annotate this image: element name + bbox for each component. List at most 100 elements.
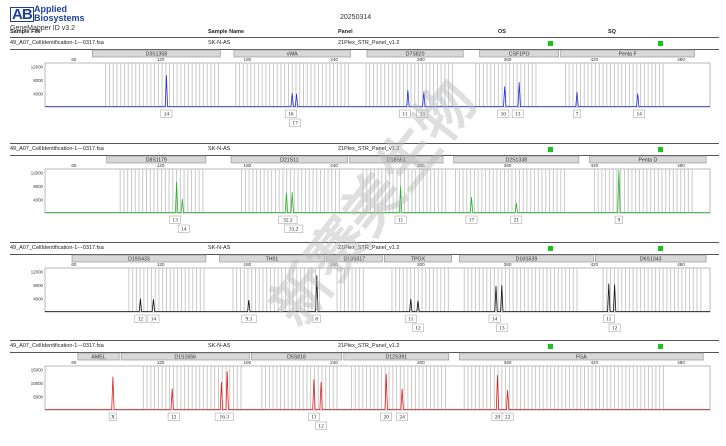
allele-call-box[interactable] bbox=[404, 314, 417, 323]
locus-marker[interactable]: D19S433 bbox=[71, 254, 207, 263]
allele-call-box[interactable] bbox=[510, 215, 523, 224]
allele-call[interactable]: 17 bbox=[289, 118, 301, 127]
allele-call-box[interactable] bbox=[315, 421, 327, 430]
locus-marker[interactable]: TH01 bbox=[219, 254, 325, 263]
allele-call-box[interactable] bbox=[396, 412, 408, 421]
allele-call[interactable]: 14 bbox=[633, 109, 646, 118]
allele-call[interactable]: 8 bbox=[312, 314, 321, 323]
locus-box[interactable] bbox=[589, 155, 707, 164]
allele-call[interactable]: 17 bbox=[465, 215, 478, 224]
locus-box[interactable] bbox=[77, 352, 120, 361]
locus-marker[interactable]: D7S820 bbox=[366, 49, 464, 58]
locus-box[interactable] bbox=[349, 155, 444, 164]
locus-marker[interactable]: TPOX bbox=[383, 254, 452, 263]
allele-call-box[interactable] bbox=[284, 224, 304, 233]
locus-marker[interactable]: D6S1043 bbox=[595, 254, 707, 262]
allele-call-box[interactable] bbox=[465, 215, 478, 224]
allele-call-box[interactable] bbox=[241, 314, 257, 323]
locus-marker[interactable]: CSF1PO bbox=[479, 49, 559, 58]
locus-marker[interactable]: Penta F bbox=[560, 49, 695, 58]
allele-call[interactable]: 9 bbox=[614, 215, 623, 224]
locus-box[interactable] bbox=[459, 352, 704, 361]
allele-call[interactable]: 21 bbox=[510, 215, 523, 224]
locus-box[interactable] bbox=[343, 352, 450, 361]
allele-call[interactable]: 11 bbox=[394, 215, 407, 224]
allele-call[interactable]: 13 bbox=[169, 215, 181, 224]
allele-call-box[interactable] bbox=[284, 109, 297, 118]
allele-call[interactable]: 13 bbox=[511, 109, 524, 118]
allele-call[interactable]: 7 bbox=[572, 109, 582, 118]
allele-call[interactable]: 11 bbox=[399, 109, 411, 118]
locus-box[interactable] bbox=[366, 49, 464, 58]
allele-call-box[interactable] bbox=[308, 412, 320, 421]
allele-call[interactable]: 12 bbox=[315, 421, 327, 430]
allele-call[interactable]: 14 bbox=[488, 314, 501, 323]
allele-call-box[interactable] bbox=[614, 215, 623, 224]
allele-call-box[interactable] bbox=[394, 215, 407, 224]
allele-call[interactable]: 22 bbox=[501, 412, 514, 421]
locus-box[interactable] bbox=[106, 155, 207, 164]
locus-box[interactable] bbox=[479, 49, 559, 58]
allele-call[interactable]: 32.2 bbox=[278, 215, 298, 224]
allele-call[interactable]: 12 bbox=[167, 412, 180, 421]
locus-marker[interactable]: D2S1338 bbox=[453, 155, 580, 164]
allele-call-box[interactable] bbox=[511, 109, 524, 118]
allele-call-box[interactable] bbox=[633, 109, 646, 118]
allele-call-box[interactable] bbox=[312, 314, 321, 323]
locus-box[interactable] bbox=[71, 254, 207, 263]
allele-call[interactable]: 11 bbox=[308, 412, 320, 421]
allele-call[interactable]: 13 bbox=[416, 109, 429, 118]
locus-box[interactable] bbox=[383, 254, 452, 263]
allele-call-box[interactable] bbox=[608, 323, 621, 332]
locus-marker[interactable]: AMEL bbox=[77, 352, 120, 361]
locus-box[interactable] bbox=[326, 254, 383, 263]
allele-call[interactable]: 14 bbox=[147, 314, 160, 323]
locus-marker[interactable]: vWA bbox=[233, 49, 351, 58]
locus-marker[interactable]: Penta D bbox=[589, 155, 707, 164]
locus-marker[interactable]: D13S317 bbox=[326, 254, 383, 263]
allele-call[interactable]: 33.2 bbox=[284, 224, 304, 233]
allele-call-box[interactable] bbox=[160, 109, 173, 118]
allele-call[interactable]: 12 bbox=[134, 314, 147, 323]
allele-call-box[interactable] bbox=[572, 109, 582, 118]
allele-call[interactable]: 11 bbox=[602, 314, 615, 323]
allele-call-box[interactable] bbox=[497, 109, 510, 118]
allele-call-box[interactable] bbox=[169, 215, 181, 224]
locus-marker[interactable]: D21S11 bbox=[230, 155, 348, 164]
allele-call-box[interactable] bbox=[501, 412, 514, 421]
locus-box[interactable] bbox=[91, 49, 221, 58]
allele-call[interactable]: 14 bbox=[160, 109, 173, 118]
allele-call[interactable]: 14 bbox=[177, 224, 190, 233]
locus-marker[interactable]: FGA bbox=[459, 352, 704, 361]
locus-box[interactable] bbox=[233, 49, 351, 58]
locus-marker[interactable]: D5S818 bbox=[250, 352, 343, 361]
locus-box[interactable] bbox=[120, 352, 250, 361]
allele-call-box[interactable] bbox=[416, 109, 429, 118]
allele-call[interactable]: 11 bbox=[404, 314, 417, 323]
locus-box[interactable] bbox=[250, 352, 343, 361]
locus-box[interactable] bbox=[453, 155, 580, 164]
locus-box[interactable] bbox=[219, 254, 325, 263]
locus-marker[interactable]: D3S1358 bbox=[91, 49, 221, 58]
allele-call-box[interactable] bbox=[399, 109, 411, 118]
locus-marker[interactable]: D8S1179 bbox=[106, 155, 207, 164]
allele-call[interactable]: 24 bbox=[396, 412, 408, 421]
allele-call-box[interactable] bbox=[278, 215, 298, 224]
locus-box[interactable] bbox=[230, 155, 348, 164]
allele-call[interactable]: 12 bbox=[608, 323, 621, 332]
locus-box[interactable] bbox=[459, 254, 594, 263]
allele-call-box[interactable] bbox=[147, 314, 160, 323]
allele-call-box[interactable] bbox=[167, 412, 180, 421]
allele-call-box[interactable] bbox=[412, 323, 424, 332]
allele-call-box[interactable] bbox=[488, 314, 501, 323]
locus-marker[interactable]: D18S51 bbox=[349, 155, 444, 164]
allele-call[interactable]: X bbox=[108, 412, 117, 421]
locus-box[interactable] bbox=[560, 49, 695, 58]
locus-marker[interactable]: D16S539 bbox=[459, 254, 594, 263]
allele-call[interactable]: 10 bbox=[497, 109, 510, 118]
locus-marker[interactable]: D1S1656 bbox=[120, 352, 250, 361]
locus-marker[interactable]: D12S391 bbox=[343, 352, 450, 361]
allele-call-box[interactable] bbox=[214, 412, 234, 421]
allele-call[interactable]: 12 bbox=[412, 323, 424, 332]
allele-call[interactable]: 9.3 bbox=[241, 314, 257, 323]
